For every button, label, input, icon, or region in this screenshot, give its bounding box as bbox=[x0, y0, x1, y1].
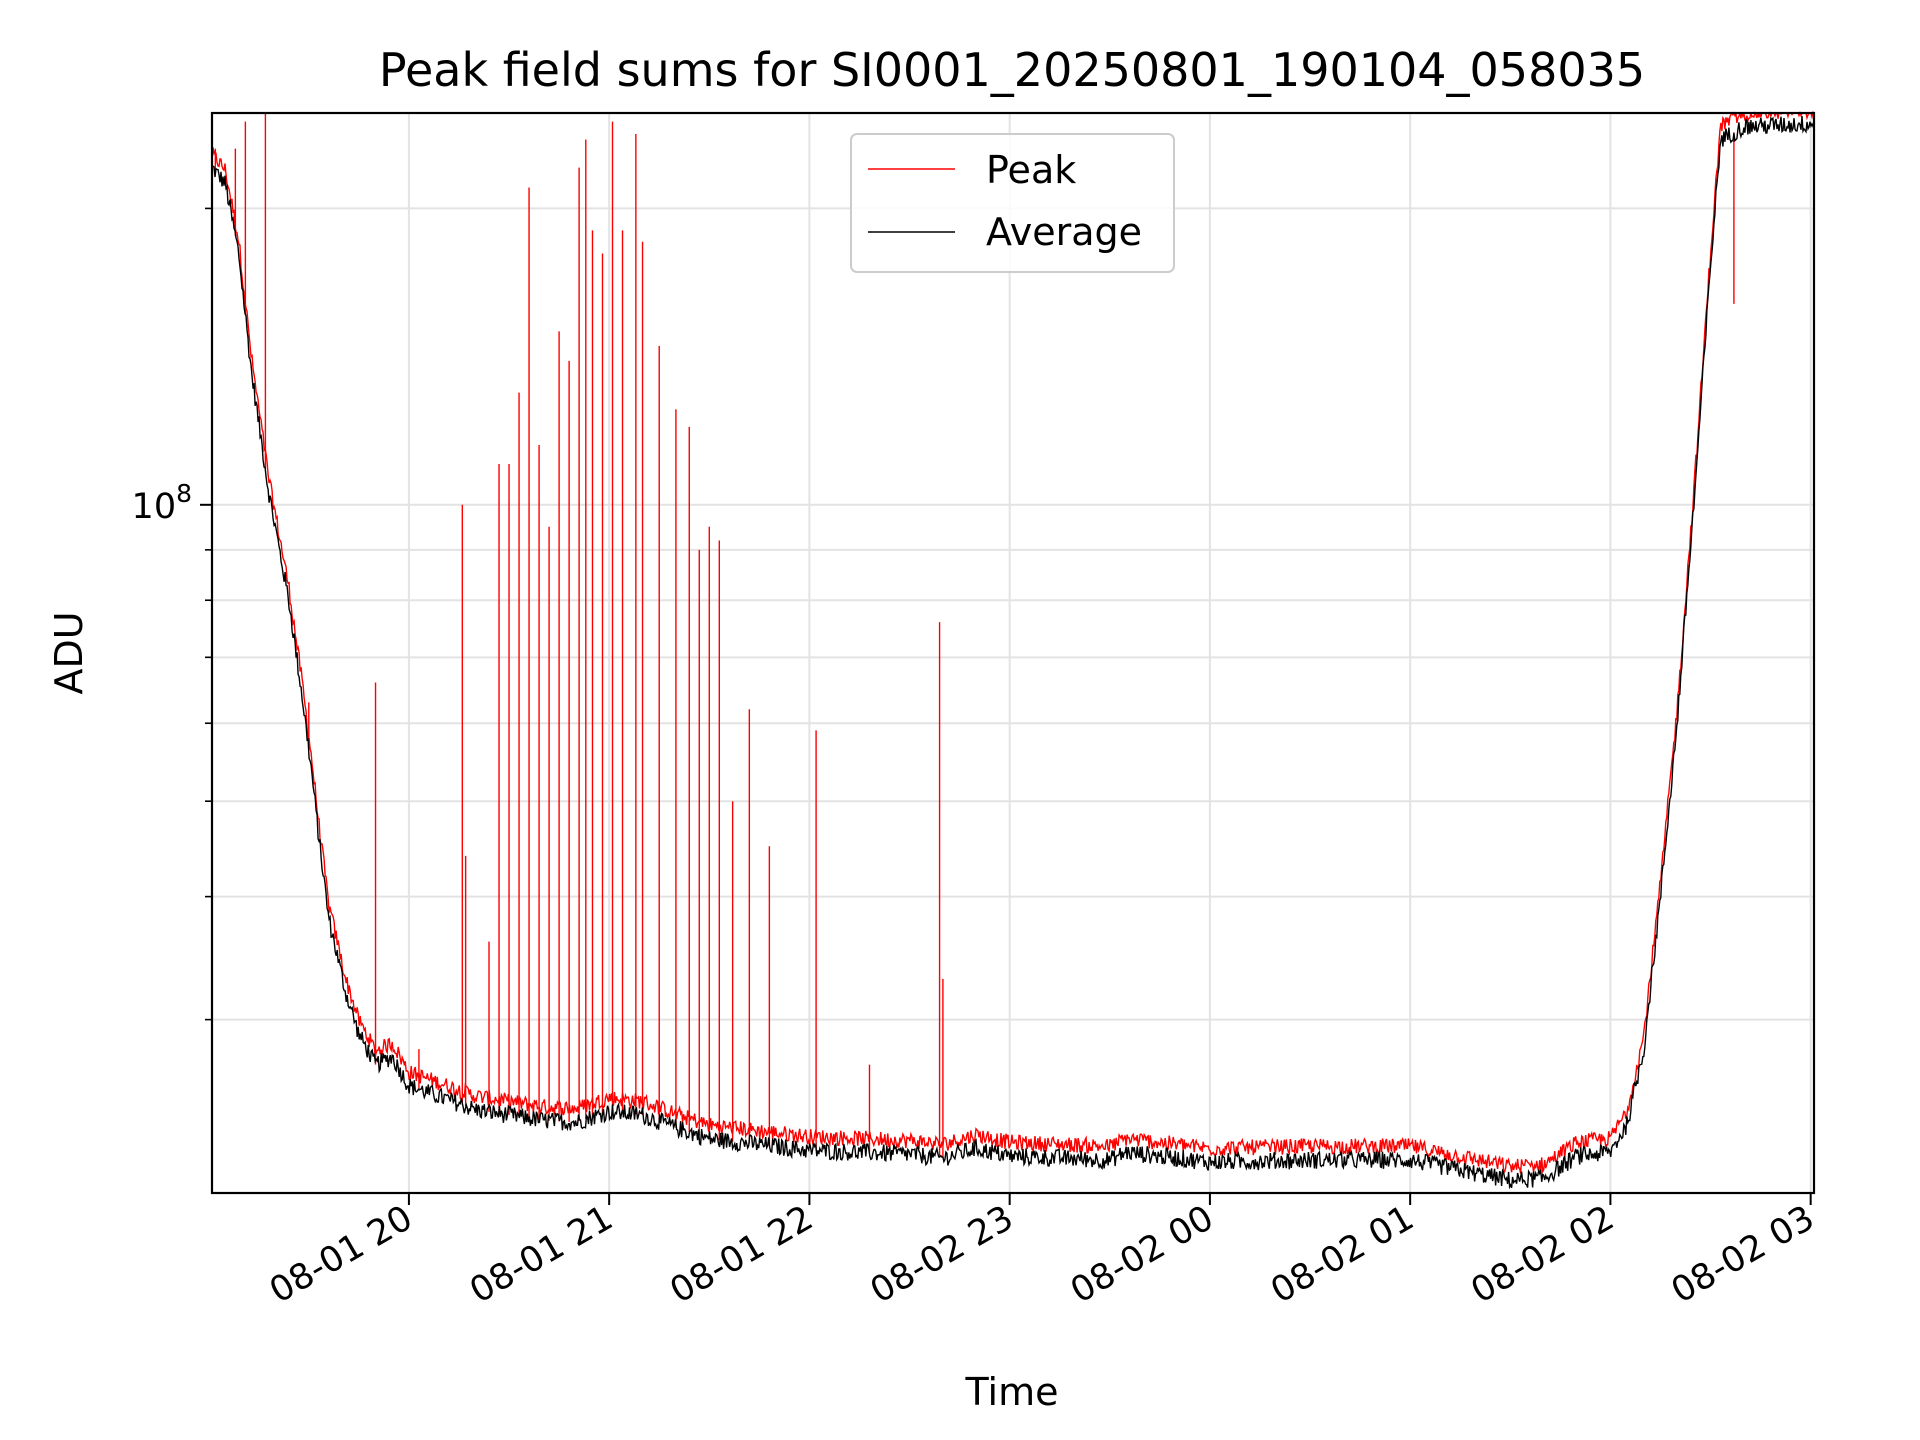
plot-frame bbox=[210, 111, 1816, 1195]
legend-label-average: Average bbox=[986, 210, 1142, 254]
average-series-line bbox=[211, 115, 1815, 1190]
grid bbox=[212, 113, 1814, 1193]
legend: Peak Average bbox=[850, 133, 1175, 273]
peak-series-line bbox=[211, 110, 1815, 1174]
chart-title: Peak field sums for SI0001_20250801_1901… bbox=[379, 43, 1645, 97]
legend-label-peak: Peak bbox=[986, 148, 1076, 192]
series-lines bbox=[211, 110, 1815, 1190]
x-axis-label: Time bbox=[965, 1370, 1059, 1414]
y-axis-label: ADU bbox=[47, 611, 91, 694]
